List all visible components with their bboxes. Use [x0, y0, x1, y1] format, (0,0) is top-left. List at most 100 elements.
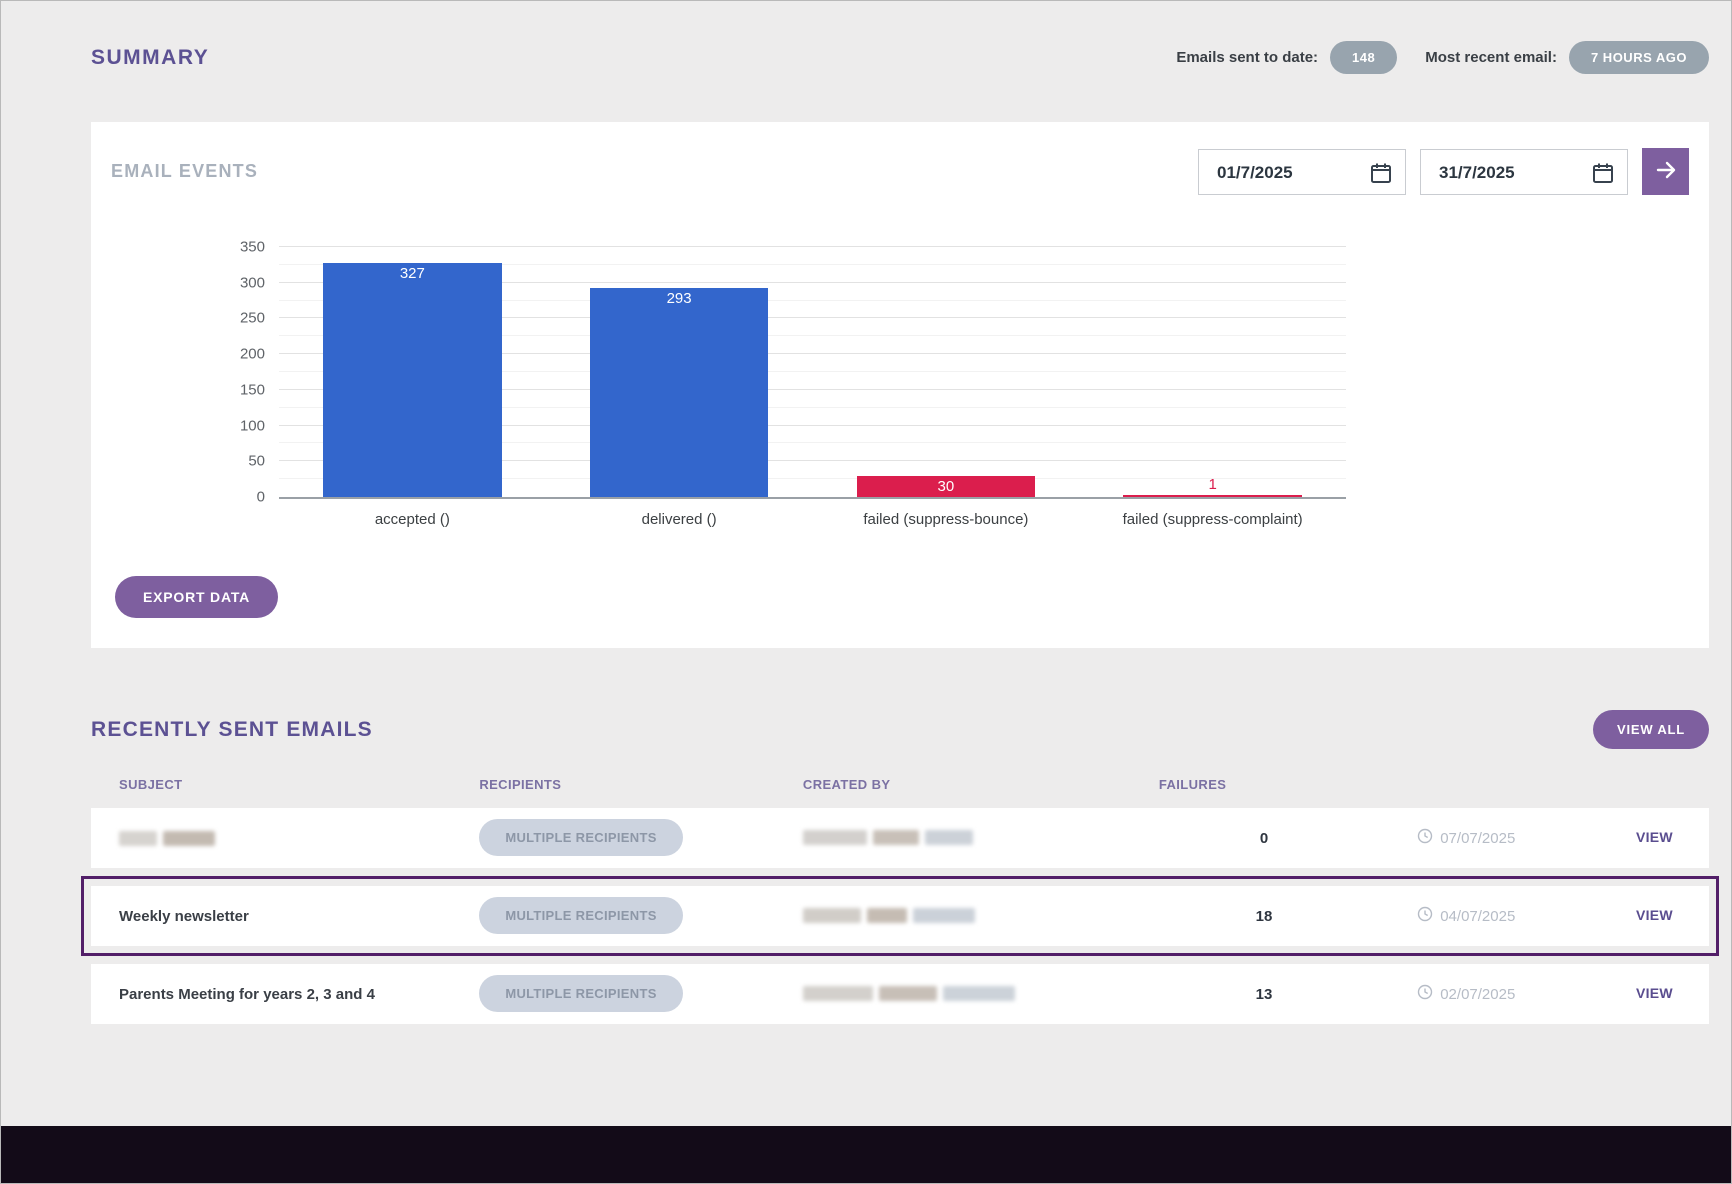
sent-date: 04/07/2025 [1369, 906, 1563, 926]
email-events-card: EMAIL EVENTS [91, 122, 1709, 648]
view-cell: VIEW [1563, 907, 1709, 925]
failures-count: 18 [1255, 907, 1273, 925]
date-to-input[interactable] [1437, 149, 1591, 196]
gridline [279, 299, 1346, 301]
calendar-icon[interactable] [1369, 161, 1393, 190]
table-header-row: SUBJECT RECIPIENTS CREATED BY FAILURES [91, 777, 1709, 792]
redacted-text [802, 986, 1015, 1002]
chart-bar[interactable]: 293 [589, 287, 769, 497]
y-axis-tick: 0 [256, 488, 265, 506]
page-title: SUMMARY [91, 45, 210, 69]
view-link[interactable]: VIEW [1635, 829, 1673, 845]
email-events-head: EMAIL EVENTS [111, 148, 1689, 196]
table-row[interactable]: Parents Meeting for years 2, 3 and 4 MUL… [91, 964, 1709, 1024]
created-by-cell [802, 985, 1159, 1003]
recently-sent-section: RECENTLY SENT EMAILS VIEW ALL SUBJECT RE… [81, 710, 1719, 1024]
view-cell: VIEW [1563, 829, 1709, 847]
y-axis-tick: 100 [239, 417, 265, 435]
chart-bar[interactable] [1123, 495, 1302, 497]
email-subject: Weekly newsletter [119, 907, 249, 925]
y-axis-tick: 300 [239, 274, 265, 292]
sent-date-text: 02/07/2025 [1440, 985, 1516, 1003]
export-data-button[interactable]: EXPORT DATA [115, 576, 279, 618]
redacted-text [802, 908, 975, 924]
gridline [279, 424, 1346, 426]
summary-stats: Emails sent to date: 148 Most recent ema… [1176, 41, 1709, 74]
bar-value-label: 30 [937, 477, 955, 495]
x-axis-label: accepted () [374, 511, 450, 528]
created-by-cell [802, 907, 1159, 925]
gridline [279, 335, 1346, 337]
email-events-title: EMAIL EVENTS [111, 161, 259, 181]
failures-count: 0 [1259, 829, 1269, 847]
stat-most-recent-label: Most recent email: [1425, 49, 1557, 66]
bar-cell: 30 [813, 247, 1080, 497]
clock-icon [1417, 906, 1433, 926]
chart-plot: 327 293 30 1 [279, 246, 1346, 499]
multiple-recipients-badge[interactable]: MULTIPLE RECIPIENTS [479, 975, 683, 1012]
bar-cell: 1 [1079, 247, 1346, 497]
view-link[interactable]: VIEW [1635, 907, 1673, 923]
chart-bar[interactable]: 327 [323, 263, 502, 497]
recently-sent-head: RECENTLY SENT EMAILS VIEW ALL [91, 710, 1709, 749]
gridline [279, 406, 1346, 408]
sent-date-text: 04/07/2025 [1440, 907, 1516, 925]
chart-x-labels: accepted () delivered () failed (suppress-… [279, 511, 1346, 528]
table-row[interactable]: MULTIPLE RECIPIENTS 0 07/07/2025 [91, 808, 1709, 868]
email-subject [91, 830, 479, 847]
view-all-button[interactable]: VIEW ALL [1592, 710, 1709, 749]
gridline [279, 246, 1346, 247]
gridline [279, 442, 1346, 444]
bar-value-label: 293 [666, 289, 692, 307]
gridline [279, 281, 1346, 283]
y-axis-tick: 200 [239, 345, 265, 363]
stat-most-recent-badge: 7 HOURS AGO [1568, 41, 1709, 74]
highlighted-row-outline: Weekly newsletter MULTIPLE RECIPIENTS 18 [81, 876, 1719, 956]
date-to-box [1420, 148, 1628, 196]
footer-bar [1, 1126, 1731, 1183]
stat-emails-sent: Emails sent to date: 148 [1176, 41, 1398, 74]
chart-area: 327 293 30 1 accepted () delivered () failed … [279, 246, 1346, 528]
email-events-chart: 0 50 100 150 200 250 300 350 327 293 30 1 accepted… [221, 239, 1346, 528]
y-axis-tick: 250 [239, 309, 265, 327]
column-header-spacer [1369, 777, 1563, 792]
recipients-cell: MULTIPLE RECIPIENTS [479, 975, 803, 1012]
summary-header: SUMMARY Emails sent to date: 148 Most re… [91, 1, 1709, 74]
bar-cell: 293 [546, 247, 813, 497]
column-header-created-by: CREATED BY [802, 777, 891, 792]
recently-sent-title: RECENTLY SENT EMAILS [91, 717, 373, 741]
date-from-input[interactable] [1215, 149, 1369, 196]
x-axis-label: failed (suppress-bounce) [863, 511, 1029, 528]
main-content: SUMMARY Emails sent to date: 148 Most re… [81, 1, 1719, 1032]
stat-emails-sent-badge: 148 [1330, 41, 1398, 74]
x-axis-label: failed (suppress-complaint) [1122, 511, 1303, 528]
gridline [279, 263, 1346, 265]
y-axis-tick: 50 [248, 452, 265, 470]
view-link[interactable]: VIEW [1635, 985, 1673, 1001]
multiple-recipients-badge[interactable]: MULTIPLE RECIPIENTS [479, 897, 683, 934]
redacted-text [119, 831, 215, 847]
stat-emails-sent-label: Emails sent to date: [1176, 49, 1319, 66]
stat-most-recent: Most recent email: 7 HOURS AGO [1425, 41, 1709, 74]
gridline [279, 353, 1346, 355]
gridline [279, 317, 1346, 319]
clock-icon [1417, 828, 1433, 848]
multiple-recipients-badge[interactable]: MULTIPLE RECIPIENTS [479, 819, 683, 856]
chart-bar[interactable]: 30 [856, 475, 1036, 497]
chart-y-axis: 0 50 100 150 200 250 300 350 [221, 239, 279, 506]
bar-cell: 327 [279, 247, 546, 497]
y-axis-tick: 350 [239, 238, 265, 256]
table-row[interactable]: Weekly newsletter MULTIPLE RECIPIENTS 18 [91, 886, 1709, 946]
failures-count: 13 [1255, 985, 1273, 1003]
date-from-box [1198, 148, 1406, 196]
recipients-cell: MULTIPLE RECIPIENTS [479, 897, 803, 934]
redacted-text [802, 830, 973, 846]
y-axis-tick: 150 [239, 381, 265, 399]
apply-date-range-button[interactable] [1642, 148, 1689, 195]
sent-date: 07/07/2025 [1369, 828, 1563, 848]
email-subject: Parents Meeting for years 2, 3 and 4 [119, 985, 375, 1003]
gridline [279, 371, 1346, 372]
sent-date-text: 07/07/2025 [1440, 829, 1516, 847]
calendar-icon[interactable] [1591, 161, 1615, 190]
